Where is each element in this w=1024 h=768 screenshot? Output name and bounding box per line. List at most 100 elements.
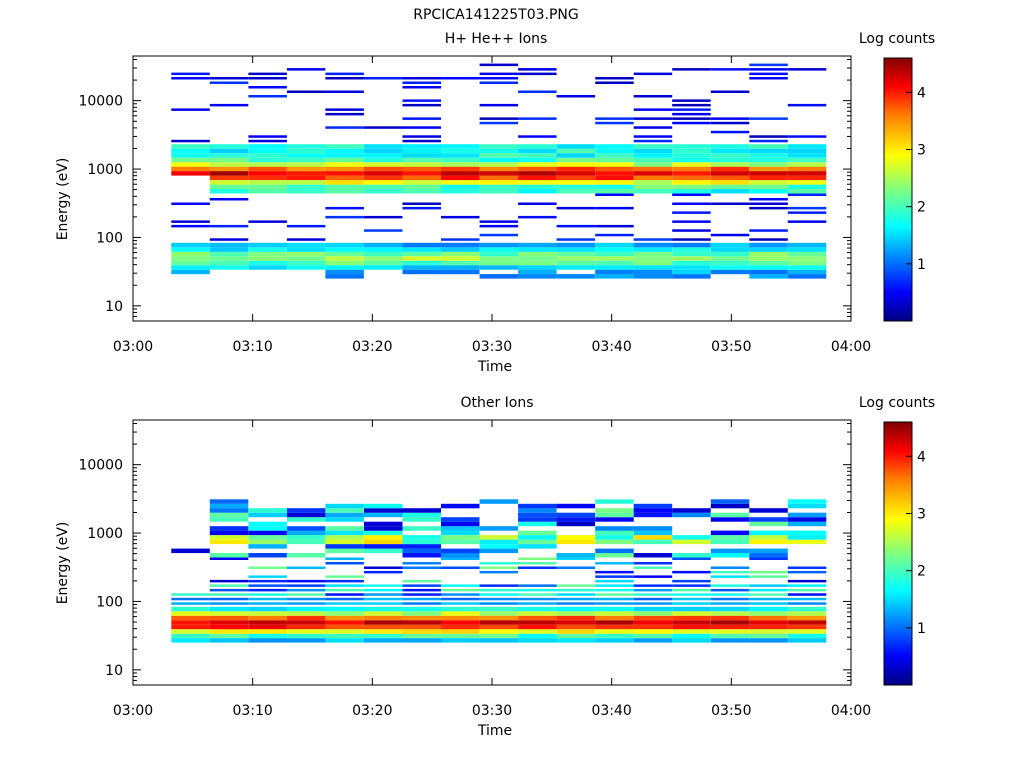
heatmap-cell [325,629,364,634]
heatmap-cell [672,220,711,223]
heatmap-cell [479,526,519,531]
heatmap-cell [441,157,480,163]
heatmap-cell [441,184,480,190]
heatmap-cell [209,175,249,181]
heatmap-cell [171,220,210,223]
heatmap-cell [402,180,441,185]
x-tick-label: 03:30 [472,339,512,355]
heatmap-cell [556,189,596,194]
heatmap-cell [325,256,364,261]
heatmap-cell [479,247,519,252]
heatmap-cell [286,526,326,531]
heatmap-cell [710,588,750,592]
heatmap-cell [518,624,557,630]
heatmap-cell [633,108,673,111]
heatmap-cell [364,535,403,540]
heatmap-cell [325,180,364,185]
heatmap-cell [325,557,364,560]
x-tick-label: 03:20 [352,703,392,719]
heatmap-cell [518,615,557,621]
heatmap-cell [633,180,673,185]
heatmap-cell [595,633,634,639]
heatmap-cell [325,108,364,111]
heatmap-cell [595,247,634,252]
heatmap-cell [518,144,557,149]
heatmap-cell [633,530,673,536]
heatmap-cell [710,202,750,205]
heatmap-cell [364,229,403,232]
heatmap-cell [518,562,557,565]
heatmap-cell [633,503,673,509]
heatmap-cell [441,566,480,569]
heatmap-cell [633,526,673,531]
heatmap-cell [556,535,596,540]
heatmap-cell [672,597,711,601]
heatmap-cell [749,63,788,67]
heatmap-cell [595,624,634,630]
heatmap-cell [633,238,673,241]
heatmap-cell [286,530,326,536]
heatmap-cell [364,629,403,634]
heatmap-cell [787,597,827,601]
heatmap-cell [518,251,557,257]
heatmap-cell [402,584,441,587]
heatmap-cell [286,260,326,266]
x-tick-label: 03:40 [591,339,631,355]
heatmap-cell [364,265,403,270]
heatmap-cell [325,148,364,154]
heatmap-cell [248,521,287,527]
heatmap-cell [286,148,326,154]
heatmap-cell [479,539,519,545]
heatmap-cell [595,553,634,558]
heatmap-cell [518,584,557,587]
heatmap-cell [595,144,634,149]
heatmap-cell [672,624,711,630]
heatmap-cell [325,77,364,80]
heatmap-cell [209,189,249,194]
heatmap-cell [441,553,480,558]
heatmap-cell [518,68,557,71]
heatmap-cell [441,602,480,605]
heatmap-cell [402,548,441,554]
heatmap-cell [787,166,827,172]
heatmap-cell [441,597,480,601]
heatmap-cell [595,265,634,270]
heatmap-cell [518,269,557,275]
heatmap-cell [286,512,326,518]
heatmap-cell [402,566,441,569]
heatmap-cell [672,269,711,275]
heatmap-cell [633,139,673,143]
heatmap-cell [556,256,596,261]
heatmap-cell [286,535,326,540]
heatmap-cell [518,539,557,545]
heatmap-cell [556,602,596,605]
heatmap-cell [710,530,750,536]
heatmap-cell [364,162,403,167]
heatmap-cell [209,77,249,80]
heatmap-cell [595,148,634,154]
heatmap-cell [518,202,557,205]
heatmap-cell [556,606,596,612]
heatmap-cell [787,611,827,616]
heatmap-cell [441,633,480,639]
heatmap-cell [479,220,519,223]
heatmap-cell [171,597,210,601]
heatmap-cell [479,63,519,67]
heatmap-cell [325,611,364,616]
heatmap-cell [518,503,557,509]
heatmap-cell [672,251,711,257]
heatmap-cell [402,247,441,252]
heatmap-cell [479,72,519,76]
heatmap-cell [209,260,249,266]
heatmap-cell [441,166,480,172]
heatmap-cell [595,121,634,125]
heatmap-cell [595,629,634,634]
heatmap-cell [171,247,210,252]
heatmap-cell [710,512,750,518]
heatmap-cell [672,274,711,279]
heatmap-cell [171,157,210,163]
heatmap-cell [364,166,403,172]
heatmap-cell [595,117,634,120]
heatmap-cell [402,265,441,270]
heatmap-cell [441,526,480,531]
